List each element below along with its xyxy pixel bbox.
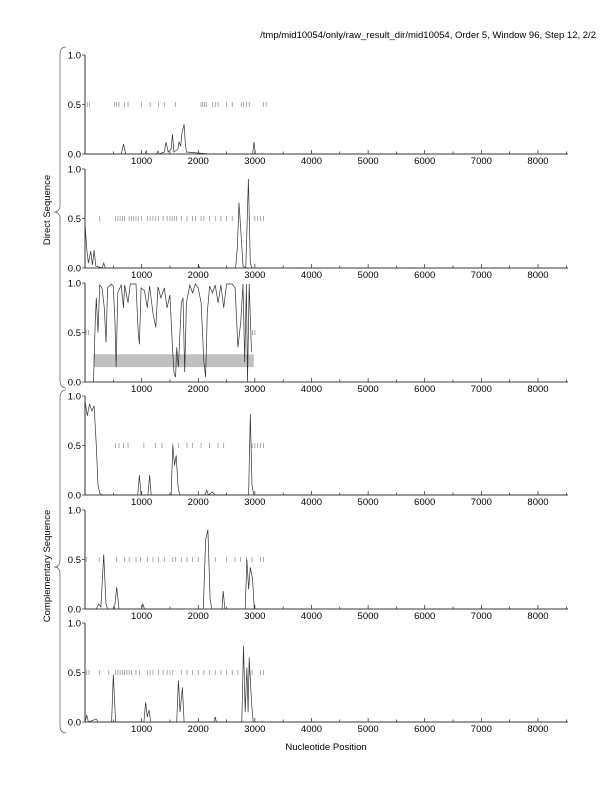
x-tick-label: 7000 [471,384,492,395]
x-tick-label: 3000 [244,497,265,508]
y-tick-label: 0.0 [68,264,81,275]
x-tick-label: 3000 [244,270,265,281]
x-tick-label: 2000 [188,156,209,167]
x-tick-label: 8000 [527,724,548,735]
brace-direct [53,46,67,389]
probability-line [84,400,568,496]
x-tick-label: 8000 [527,270,548,281]
x-tick-label: 1000 [131,384,152,395]
x-tick-label: 7000 [471,156,492,167]
coding-region-box [93,354,254,368]
x-tick-label: 1000 [131,611,152,622]
y-tick-label: 0.5 [68,668,81,679]
probability-line [84,178,568,269]
y-tick-label: 0.5 [68,555,81,566]
x-tick-label: 4000 [301,497,322,508]
x-tick-label: 1000 [131,156,152,167]
panel-complementary-frame-1: 0.0 0.5 1.0 1000 2000 3000 4000 5000 6000 7000 800… [68,392,568,508]
y-tick-label: 0.0 [68,150,81,161]
group-label-complementary: Complementary Sequence [42,510,53,622]
x-tick-label: 3000 [244,724,265,735]
x-tick-label: 5000 [358,156,379,167]
x-tick-label: 8000 [527,611,548,622]
chart-title: /tmp/mid10054/only/raw_result_dir/mid100… [260,30,596,41]
x-tick-label: 7000 [471,724,492,735]
x-axis-label: Nucleotide Position [285,742,366,753]
x-tick-label: 3000 [244,611,265,622]
y-tick-label: 0.0 [68,718,81,729]
x-tick-label: 5000 [358,384,379,395]
panel-direct-frame-3: 0.0 0.5 1.0 1000 2000 3000 4000 5000 6000 7000 800… [68,279,568,395]
x-tick-label: 7000 [471,270,492,281]
y-tick-label: 0.5 [68,214,81,225]
x-tick-label: 7000 [471,611,492,622]
x-tick-label: 6000 [414,724,435,735]
x-tick-label: 4000 [301,156,322,167]
x-tick-label: 1000 [131,724,152,735]
panel-complementary-frame-3: 0.0 0.5 1.0 1000 2000 3000 4000 5000 6000 7000 800… [68,619,568,735]
panel-direct-frame-1: 0.0 0.5 1.0 1000 2000 3000 4000 5000 6000 7000 800… [68,51,568,167]
panel-complementary-frame-2: 0.0 0.5 1.0 1000 2000 3000 4000 5000 6000 7000 800… [68,506,568,622]
group-label-direct: Direct Sequence [42,175,53,245]
y-tick-label: 0.5 [68,441,81,452]
x-tick-label: 2000 [188,724,209,735]
brace-complementary [53,389,67,734]
x-tick-label: 6000 [414,270,435,281]
y-tick-label: 1.0 [68,619,81,630]
y-tick-label: 0.0 [68,491,81,502]
x-tick-label: 1000 [131,497,152,508]
x-tick-label: 6000 [414,156,435,167]
x-tick-label: 3000 [244,156,265,167]
y-tick-label: 0.5 [68,100,81,111]
panel-direct-frame-2: 0.0 0.5 1.0 1000 2000 3000 4000 5000 6000 7000 800… [68,165,568,281]
probability-line [84,645,568,723]
x-tick-label: 8000 [527,497,548,508]
x-tick-label: 8000 [527,156,548,167]
y-tick-label: 1.0 [68,506,81,517]
probability-line [85,124,568,155]
x-tick-label: 2000 [188,384,209,395]
y-tick-label: 1.0 [68,51,81,62]
y-tick-label: 1.0 [68,279,81,290]
y-tick-label: 1.0 [68,392,81,403]
x-tick-label: 4000 [301,270,322,281]
probability-line [85,529,568,610]
x-tick-label: 2000 [188,497,209,508]
x-tick-label: 5000 [358,611,379,622]
x-tick-label: 4000 [301,611,322,622]
x-tick-label: 6000 [414,497,435,508]
x-tick-label: 4000 [301,384,322,395]
y-tick-label: 0.5 [68,328,81,339]
y-tick-label: 1.0 [68,165,81,176]
x-tick-label: 2000 [188,611,209,622]
x-tick-label: 3000 [244,384,265,395]
x-tick-label: 7000 [471,497,492,508]
y-tick-label: 0.0 [68,378,81,389]
x-tick-label: 4000 [301,724,322,735]
x-tick-label: 6000 [414,611,435,622]
x-tick-label: 5000 [358,497,379,508]
x-tick-label: 6000 [414,384,435,395]
x-tick-label: 2000 [188,270,209,281]
x-tick-label: 1000 [131,270,152,281]
x-tick-label: 5000 [358,270,379,281]
y-tick-label: 0.0 [68,605,81,616]
probability-line [93,283,252,383]
x-tick-label: 8000 [527,384,548,395]
x-tick-label: 5000 [358,724,379,735]
